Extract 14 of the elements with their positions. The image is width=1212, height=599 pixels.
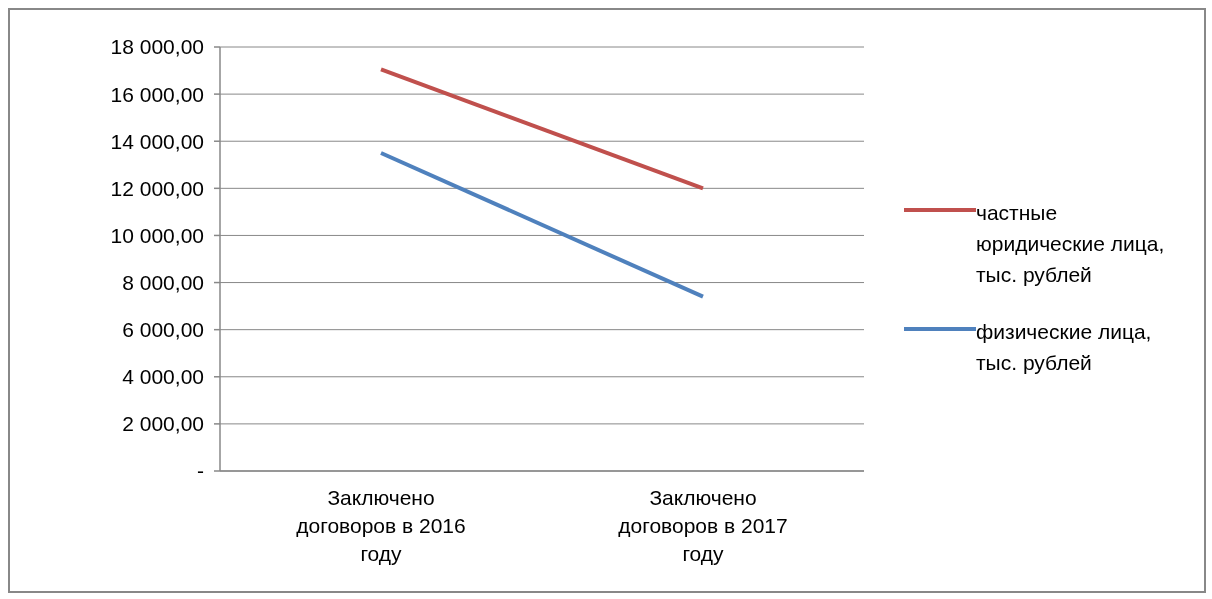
y-tick-label: 14 000,00 [110, 129, 204, 153]
x-tick-label: Заключено договоров в 2016 году [296, 486, 466, 565]
y-tick-label: 8 000,00 [122, 271, 204, 295]
y-tick-label: 4 000,00 [122, 365, 204, 389]
y-tick-label: 10 000,00 [110, 223, 204, 247]
legend-label: частные юридические лица, тыс. рублей [976, 200, 1166, 288]
y-tick-label: 16 000,00 [110, 82, 204, 106]
y-tick-label: 18 000,00 [110, 35, 204, 59]
y-tick-label: 12 000,00 [110, 176, 204, 200]
legend-label: физические лица, тыс. рублей [976, 319, 1153, 376]
y-tick-label: - [197, 459, 204, 483]
y-tick-label: 2 000,00 [122, 412, 204, 436]
x-tick-label: Заключено договоров в 2017 году [618, 486, 788, 565]
y-tick-label: 6 000,00 [122, 318, 204, 342]
